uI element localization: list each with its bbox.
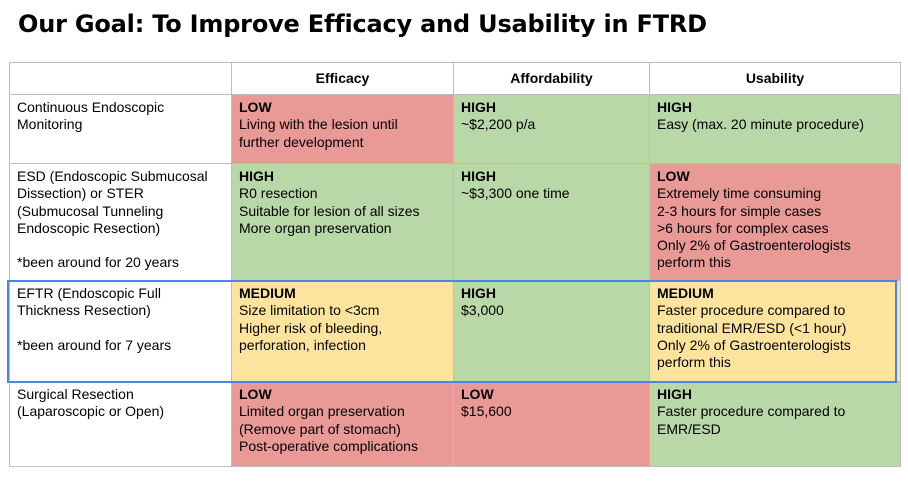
usability-cell: HIGH Faster procedure compared to EMR/ESD [649,381,901,467]
rating-detail: $3,000 [461,302,504,319]
spacer [17,320,224,337]
efficacy-cell: LOW Living with the lesion until further d… [231,94,454,164]
table-row: ESD (Endoscopic Submucosal Dissection) or… [9,163,901,281]
rating-detail: Only 2% of Gastroenterologists [657,237,851,254]
usability-cell: LOW Extremely time consuming 2-3 hours for… [649,163,901,281]
rating-detail: traditional EMR/ESD (<1 hour) [657,319,847,336]
rating-level: MEDIUM [239,285,296,301]
efficacy-cell: HIGH R0 resection Suitable for lesion of a… [231,163,454,281]
rating-level: HIGH [239,168,274,184]
rating-detail: $15,600 [461,403,512,420]
rating-detail: (Remove part of stomach) [239,420,401,437]
rating-detail: perform this [657,354,731,371]
header-cell-empty [9,62,232,95]
rating-detail: Faster procedure compared to [657,302,846,319]
row-label-line: Thickness Resection) [17,302,151,319]
rating-level: HIGH [461,99,496,115]
rating-level: HIGH [657,386,692,402]
affordability-cell: HIGH $3,000 [453,280,650,382]
header-usability: Usability [649,62,901,95]
header-efficacy: Efficacy [231,62,454,95]
rating-level: LOW [461,386,494,402]
usability-cell: HIGH Easy (max. 20 minute procedure) [649,94,901,164]
rating-level: HIGH [461,285,496,301]
rating-detail: further development [239,133,364,150]
rating-detail: Suitable for lesion of all sizes [239,202,420,219]
rating-detail: 2-3 hours for simple cases [657,202,822,219]
row-note: *been around for 20 years [17,254,179,271]
table-row: Surgical Resection (Laparoscopic or Open)… [9,381,901,467]
rating-detail: Only 2% of Gastroenterologists [657,336,851,353]
affordability-cell: HIGH ~$3,300 one time [453,163,650,281]
usability-cell: MEDIUM Faster procedure compared to tradit… [649,280,901,382]
row-label-line: Dissection) or STER [17,185,144,202]
rating-detail: Easy (max. 20 minute procedure) [657,116,864,133]
rating-level: MEDIUM [657,285,714,301]
affordability-cell: LOW $15,600 [453,381,650,467]
row-label-line: Surgical Resection [17,386,134,402]
row-label-line: ESD (Endoscopic Submucosal [17,168,208,184]
rating-detail: perforation, infection [239,336,366,353]
affordability-cell: HIGH ~$2,200 p/a [453,94,650,164]
row-label-line: Continuous Endoscopic [17,99,165,115]
rating-detail: ~$2,200 p/a [461,116,536,133]
rating-detail: Post-operative complications [239,437,418,454]
rating-detail: perform this [657,254,731,271]
row-label-cell: Continuous Endoscopic Monitoring [9,94,232,164]
row-label-line: EFTR (Endoscopic Full [17,285,161,301]
rating-detail: Living with the lesion until [239,116,398,133]
rating-detail: Size limitation to <3cm [239,302,380,319]
comparison-table: Efficacy Affordability Usability Continu… [9,62,901,467]
spacer [17,237,224,254]
header-affordability: Affordability [453,62,650,95]
rating-level: LOW [239,386,272,402]
rating-detail: R0 resection [239,185,318,202]
row-label-cell: Surgical Resection (Laparoscopic or Open) [9,381,232,467]
rating-level: HIGH [657,99,692,115]
table-row: Continuous Endoscopic Monitoring LOW Living… [9,94,901,164]
rating-detail: Extremely time consuming [657,185,822,202]
rating-detail: Limited organ preservation [239,403,405,420]
row-label-line: Endoscopic Resection) [17,219,161,236]
row-label-cell: ESD (Endoscopic Submucosal Dissection) or… [9,163,232,281]
table-row: EFTR (Endoscopic Full Thickness Resection… [9,280,901,382]
rating-detail: Faster procedure compared to [657,403,846,420]
rating-level: HIGH [461,168,496,184]
rating-detail: ~$3,300 one time [461,185,570,202]
efficacy-cell: LOW Limited organ preservation (Remove par… [231,381,454,467]
row-label-line: (Submucosal Tunneling [17,202,164,219]
row-note: *been around for 7 years [17,336,172,353]
row-label-cell: EFTR (Endoscopic Full Thickness Resection… [9,280,232,382]
page-title: Our Goal: To Improve Efficacy and Usabil… [18,10,707,38]
rating-level: LOW [657,168,690,184]
efficacy-cell: MEDIUM Size limitation to <3cm Higher risk… [231,280,454,382]
row-label-line: (Laparoscopic or Open) [17,403,165,420]
header-row: Efficacy Affordability Usability [9,62,901,95]
rating-detail: >6 hours for complex cases [657,219,829,236]
rating-detail: More organ preservation [239,219,392,236]
rating-detail: Higher risk of bleeding, [239,319,383,336]
row-label-line: Monitoring [17,116,83,133]
rating-level: LOW [239,99,272,115]
rating-detail: EMR/ESD [657,420,721,437]
